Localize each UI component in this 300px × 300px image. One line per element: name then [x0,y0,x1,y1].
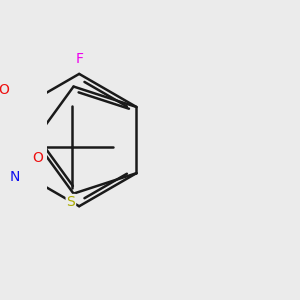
Text: F: F [75,52,83,66]
Text: N: N [9,170,20,184]
Text: S: S [67,195,75,209]
Text: O: O [32,151,44,165]
Text: O: O [0,83,9,97]
